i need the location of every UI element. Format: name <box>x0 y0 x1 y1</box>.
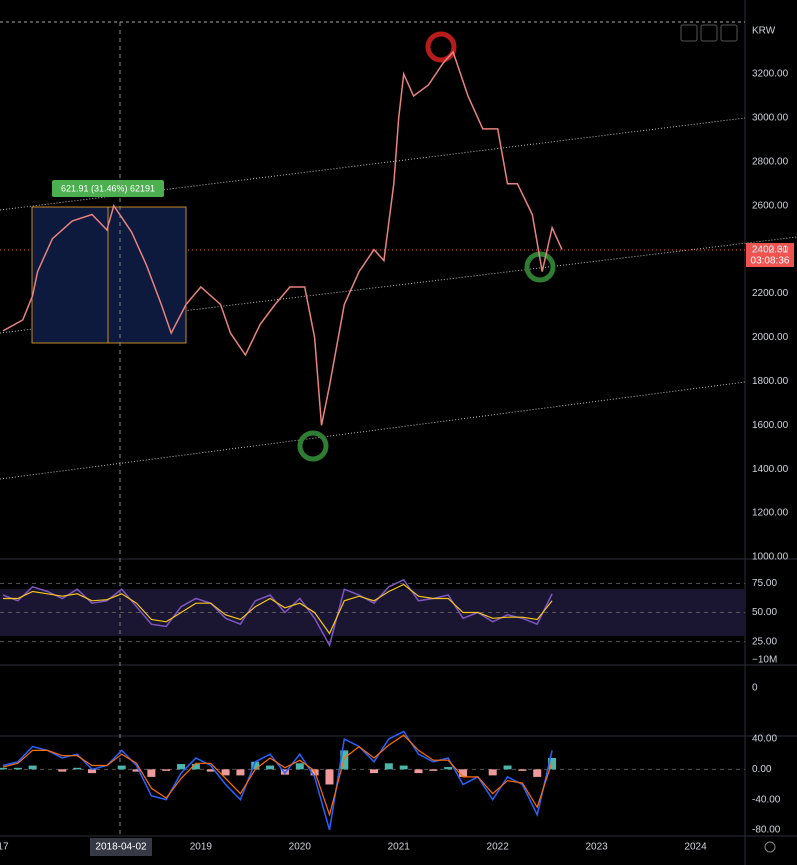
y-tick-label: 2800.00 <box>752 156 789 167</box>
histogram-bar <box>266 765 275 770</box>
measure-label-box <box>52 180 164 197</box>
histogram-bar <box>429 769 438 771</box>
histogram-bar <box>503 765 512 770</box>
x-tick-label: 2022 <box>487 842 510 853</box>
price-line <box>2 50 563 426</box>
histogram-bar <box>28 765 37 770</box>
histogram-bar <box>88 769 97 774</box>
x-tick-label: 17 <box>0 842 9 853</box>
histogram-bar <box>0 767 7 770</box>
histogram-bar <box>206 769 215 772</box>
y-tick-label: 1000.00 <box>752 552 789 563</box>
histogram-bar <box>533 769 542 777</box>
histogram-bar <box>58 769 67 772</box>
y-tick-label: 3000.00 <box>752 113 789 124</box>
rsi-band <box>0 589 745 636</box>
marker-circle <box>297 430 329 462</box>
y-tick-label: 2600.00 <box>752 200 789 211</box>
histogram-bar <box>236 769 245 776</box>
histogram-bar <box>444 767 453 770</box>
price-badge <box>746 243 794 267</box>
crosshair-date: 2018-04-02 <box>95 842 147 853</box>
y-tick-label: -40.00 <box>752 794 781 805</box>
y-tick-label: 1400.00 <box>752 464 789 475</box>
y-tick-label: 0.00 <box>752 764 772 775</box>
histogram-bar <box>518 769 527 771</box>
maximize-button[interactable] <box>720 24 738 42</box>
trend-line <box>0 381 746 480</box>
x-tick-label: 2023 <box>585 842 608 853</box>
y-tick-label: 0 <box>752 683 758 694</box>
histogram-bar <box>295 763 304 770</box>
countdown: 03:08:36 <box>751 256 790 267</box>
histogram-bar <box>221 769 230 776</box>
signal-line <box>2 734 553 817</box>
settings-button[interactable] <box>764 841 776 853</box>
y-tick-label: 2200.00 <box>752 288 789 299</box>
histogram-bar <box>117 765 126 770</box>
x-tick-label: 2019 <box>190 842 213 853</box>
y-tick-label: 1200.00 <box>752 508 789 519</box>
rsi-ma-line <box>3 583 553 635</box>
histogram-bar <box>162 769 171 771</box>
histogram-bar <box>384 763 393 770</box>
histogram-bar <box>177 764 186 770</box>
y-tick-label: 25.00 <box>752 636 777 647</box>
y-tick-label: 2400.00 <box>752 244 789 255</box>
y-tick-label: 40.00 <box>752 734 777 745</box>
y-tick-label: 1800.00 <box>752 376 789 387</box>
histogram-bar <box>132 769 141 772</box>
collapse-button[interactable] <box>700 24 718 42</box>
histogram-bar <box>73 767 82 770</box>
measure-label: 621.91 (31.46%) 62191 <box>61 183 155 193</box>
histogram-bar <box>147 769 156 777</box>
y-tick-label: 50.00 <box>752 607 777 618</box>
x-tick-label: 2024 <box>684 842 707 853</box>
currency[interactable]: KRW <box>752 26 776 37</box>
histogram-bar <box>325 769 334 785</box>
y-tick-label: 1600.00 <box>752 420 789 431</box>
marker-circle <box>425 31 457 63</box>
histogram-bar <box>414 769 423 774</box>
x-tick-label: 2021 <box>388 842 411 853</box>
crosshair-date-box <box>90 838 152 856</box>
histogram-bar <box>251 761 260 770</box>
histogram-bar <box>488 769 497 776</box>
histogram-bar <box>369 769 378 774</box>
y-tick-label: 2000.00 <box>752 332 789 343</box>
histogram-bar <box>191 764 200 770</box>
marker-circle <box>524 251 556 283</box>
scroll-button[interactable] <box>680 24 698 42</box>
y-tick-label: −10M <box>752 655 777 666</box>
measure-box <box>31 206 187 344</box>
x-tick-label: 2020 <box>289 842 312 853</box>
macd-line <box>2 730 553 831</box>
histogram-bar <box>459 769 468 777</box>
trend-line <box>0 117 746 211</box>
y-tick-label: 3200.00 <box>752 69 789 80</box>
y-tick-label: -80.00 <box>752 825 781 836</box>
histogram-bar <box>13 767 22 770</box>
y-tick-label: 75.00 <box>752 578 777 589</box>
last-price: 2402.31 <box>752 245 789 256</box>
histogram-bar <box>399 765 408 770</box>
